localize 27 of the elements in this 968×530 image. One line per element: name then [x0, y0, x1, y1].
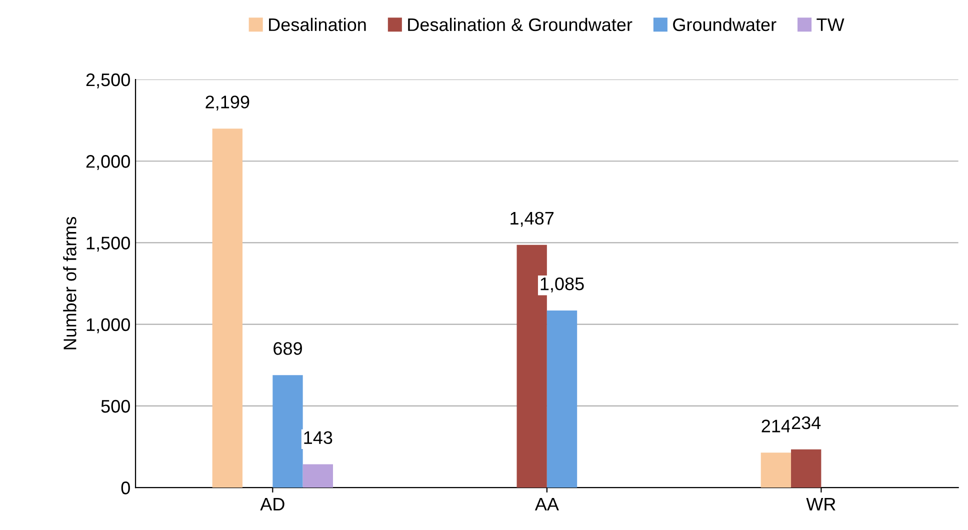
- bar: [791, 449, 822, 488]
- bar: [212, 128, 242, 488]
- bar: [302, 464, 333, 488]
- y-tick-label: 0: [121, 482, 130, 494]
- data-label: 1,487: [510, 212, 554, 227]
- bar: [546, 310, 578, 488]
- data-label: 689: [274, 342, 302, 355]
- y-tick-label: 2,500: [86, 73, 130, 88]
- y-tick-label: 1,000: [86, 318, 130, 334]
- y-tick-label: 2,000: [86, 155, 130, 170]
- x-tick-label: WR: [806, 498, 836, 510]
- data-label: 214: [762, 420, 790, 432]
- y-tick-label: 1,500: [86, 236, 130, 252]
- bar: [760, 452, 792, 488]
- x-tick-label: AA: [534, 498, 559, 510]
- y-axis-title: Number of farms: [63, 216, 76, 350]
- legend-label: Groundwater: [673, 18, 776, 32]
- data-label: 1,085: [540, 277, 584, 292]
- data-label: 234: [792, 416, 821, 430]
- y-tick-label: 500: [101, 400, 130, 413]
- legend-label: Desalination & Groundwater: [408, 18, 632, 32]
- data-label: 143: [304, 431, 332, 444]
- bar: [272, 375, 303, 488]
- data-label: 2,199: [206, 96, 250, 111]
- legend-label: Desalination: [269, 18, 366, 32]
- x-tick-label: AD: [260, 498, 284, 510]
- legend-label: TW: [816, 18, 844, 31]
